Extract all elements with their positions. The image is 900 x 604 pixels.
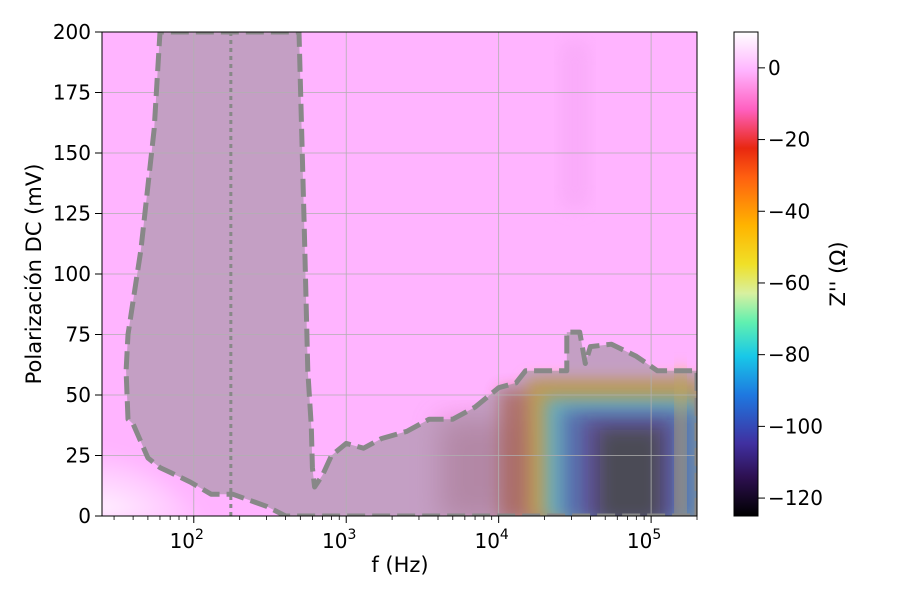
y-tick-label: 75: [66, 323, 91, 347]
y-tick-label: 25: [66, 444, 91, 468]
heatmap-low-corner: [102, 450, 203, 516]
y-tick-label: 100: [53, 262, 91, 286]
y-tick-label: 0: [78, 504, 91, 528]
colorbar-frame: [733, 31, 759, 517]
colorbar-tick-label: −60: [768, 271, 810, 295]
x-tick-label: 104: [474, 527, 508, 553]
colorbar-label: Z'' (Ω): [826, 241, 850, 306]
y-tick-label: 125: [53, 202, 91, 226]
colorbar-tick-label: 0: [768, 56, 781, 80]
colorbar-tick-label: −120: [768, 486, 823, 510]
x-axis-label: f (Hz): [371, 553, 428, 577]
contour-dashed-boundary: [123, 32, 697, 516]
y-tick-label: 175: [53, 81, 91, 105]
y-tick-label: 150: [53, 141, 91, 165]
heatmap-field: [102, 32, 697, 516]
y-tick-label: 50: [66, 383, 91, 407]
colorbar-tick-label: −20: [768, 128, 810, 152]
y-axis-label: Polarización DC (mV): [22, 164, 46, 385]
x-tick-label: 102: [170, 527, 204, 553]
heatmap-faint-streak: [560, 40, 590, 210]
x-tick-label: 105: [627, 527, 661, 553]
y-tick-label: 200: [53, 20, 91, 44]
colorbar-tick-label: −80: [768, 343, 810, 367]
colorbar: [734, 32, 758, 516]
x-tick-label: 103: [322, 527, 356, 553]
colorbar-tick-label: −100: [768, 414, 823, 438]
colorbar-tick-label: −40: [768, 199, 810, 223]
